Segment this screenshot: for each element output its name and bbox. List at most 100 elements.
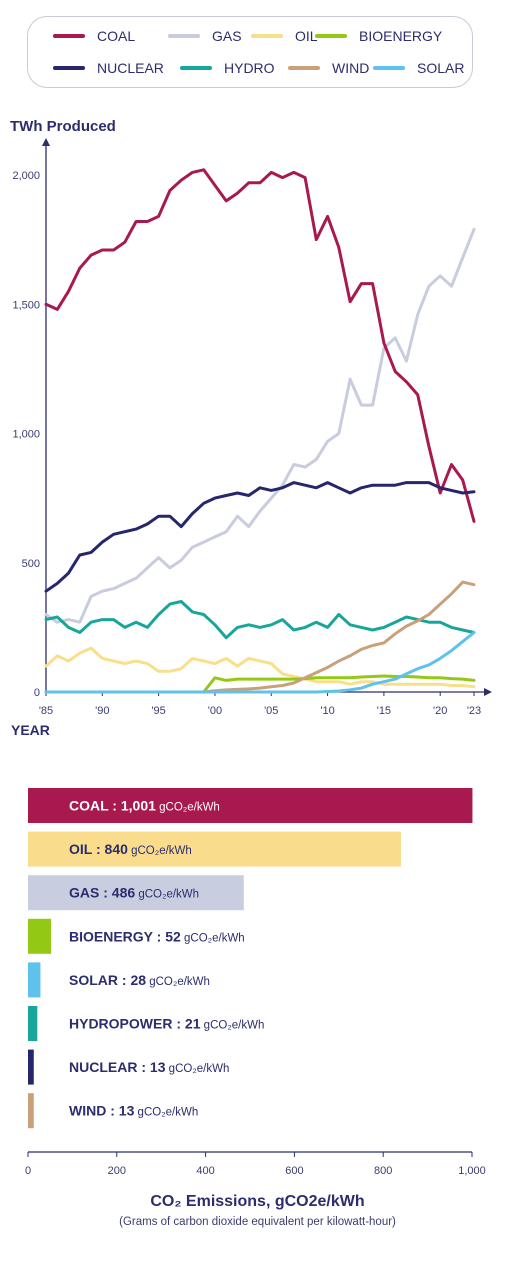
x-axis-title: YEAR — [11, 722, 50, 738]
series-line-solar — [44, 631, 476, 694]
bar-sep: : — [92, 841, 104, 857]
bar-label-bioenergy: BIOENERGY : 52 gCO₂e/kWh — [69, 928, 245, 944]
bar-value: 13 — [119, 1103, 135, 1119]
legend-label: SOLAR — [417, 60, 465, 76]
y-tick-label: 0 — [34, 687, 40, 699]
bar-unit: gCO₂e/kWh — [135, 889, 199, 901]
bar-x-tick-label: 200 — [108, 1165, 126, 1177]
x-tick-label: '90 — [95, 705, 109, 717]
legend-label: BIOENERGY — [359, 28, 443, 44]
bar-sep: : — [172, 1016, 184, 1032]
bar-x-tick-label: 400 — [196, 1165, 214, 1177]
x-tick-label: '85 — [39, 705, 53, 717]
legend-swatch — [373, 66, 405, 70]
bar-unit: gCO₂e/kWh — [156, 802, 220, 814]
series-line-nuclear — [44, 481, 476, 593]
x-tick-label: '20 — [433, 705, 447, 717]
bar-x-tick-label: 800 — [374, 1165, 392, 1177]
bar-label-solar: SOLAR : 28 gCO₂e/kWh — [69, 972, 210, 988]
bar-sep: : — [99, 885, 111, 901]
legend-swatch — [53, 34, 85, 38]
bar-oil — [28, 831, 401, 867]
bar-value: 52 — [165, 928, 181, 944]
bar-value: 21 — [185, 1016, 201, 1032]
legend-swatch — [251, 34, 283, 38]
legend-label: WIND — [332, 60, 370, 76]
bar-sep: : — [108, 798, 120, 814]
x-tick-label: '95 — [151, 705, 165, 717]
x-tick-label: '10 — [320, 705, 334, 717]
chart-legend: COAL GAS OIL BIOENERGY NUCLEAR HYDRO WIND SOLAR — [27, 16, 473, 88]
line-chart: 0 500 1,000 1,500 2,000 '85 '90 '95 '00 '05 '10 '15… — [12, 138, 492, 717]
legend-label: OIL — [295, 28, 318, 44]
bar-category: HYDROPOWER — [69, 1016, 172, 1032]
legend-swatch — [53, 66, 85, 70]
legend-item-bioenergy: BIOENERGY — [315, 28, 442, 44]
bar-value: 28 — [130, 972, 146, 988]
bar-sep: : — [137, 1059, 149, 1075]
legend-swatch — [168, 34, 200, 38]
x-tick-label: '00 — [208, 705, 222, 717]
bar-nuclear — [28, 1049, 34, 1085]
legend-item-gas: GAS — [168, 28, 242, 44]
bar-category: BIOENERGY — [69, 928, 154, 944]
bar-sep: : — [153, 928, 165, 944]
bar-x-tick-label: 0 — [25, 1165, 31, 1177]
series-line-gas — [44, 227, 476, 624]
legend-item-hydro: HYDRO — [180, 60, 275, 76]
bar-label-wind: WIND : 13 gCO₂e/kWh — [69, 1103, 198, 1119]
bar-label-gas: GAS : 486 gCO₂e/kWh — [69, 885, 199, 901]
bar-category: COAL — [69, 798, 109, 814]
y-tick-label: 1,000 — [12, 429, 40, 441]
bar-label-hydropower: HYDROPOWER : 21 gCO₂e/kWh — [69, 1016, 264, 1032]
series-line-oil — [44, 646, 476, 689]
bar-hydropower — [28, 1006, 38, 1041]
x-tick-label: '15 — [377, 705, 391, 717]
x-tick-label: '05 — [264, 705, 278, 717]
y-axis-arrow — [42, 138, 50, 146]
legend-item-nuclear: NUCLEAR — [53, 60, 164, 76]
y-tick-label: 2,000 — [12, 170, 40, 182]
bar-sep: : — [106, 1103, 118, 1119]
legend-swatch — [288, 66, 320, 70]
bar-label-coal: COAL : 1,001 gCO₂e/kWh — [69, 798, 220, 814]
bar-gas — [28, 875, 244, 911]
y-tick-label: 1,500 — [12, 299, 40, 311]
bar-label-nuclear: NUCLEAR : 13 gCO₂e/kWh — [69, 1059, 229, 1075]
bar-unit: gCO₂e/kWh — [181, 932, 245, 944]
bar-category: OIL — [69, 841, 93, 857]
bar-unit: gCO₂e/kWh — [200, 1020, 264, 1032]
bar-wind — [28, 1093, 34, 1129]
bar-value: 840 — [105, 841, 129, 857]
legend-item-wind: WIND — [288, 60, 369, 76]
bar-category: SOLAR — [69, 972, 118, 988]
bar-category: GAS — [69, 885, 99, 901]
legend-label: GAS — [212, 28, 242, 44]
legend-label: COAL — [97, 28, 136, 44]
bar-chart-x-title: CO₂ Emissions, gCO2e/kWh — [150, 1193, 365, 1210]
bar-unit: gCO₂e/kWh — [128, 845, 192, 857]
bar-value: 1,001 — [121, 798, 156, 814]
bar-value: 486 — [112, 885, 136, 901]
bar-value: 13 — [150, 1059, 166, 1075]
legend-label: HYDRO — [224, 60, 275, 76]
series-line-coal — [44, 168, 476, 523]
legend-swatch — [315, 34, 347, 38]
bar-chart-x-subtitle: (Grams of carbon dioxide equivalent per … — [119, 1216, 396, 1228]
legend-swatch — [180, 66, 212, 70]
y-axis-title: TWh Produced — [10, 118, 116, 135]
legend-label: NUCLEAR — [97, 60, 164, 76]
bar-solar — [28, 962, 41, 998]
legend-item-coal: COAL — [53, 28, 135, 44]
bar-x-tick-label: 600 — [285, 1165, 303, 1177]
bar-unit: gCO₂e/kWh — [134, 1107, 198, 1119]
bar-coal — [28, 788, 473, 823]
bar-category: WIND — [69, 1103, 106, 1119]
legend-item-oil: OIL — [251, 28, 318, 44]
x-tick-label: '23 — [467, 705, 481, 717]
x-axis-arrow — [484, 688, 492, 696]
bar-x-tick-label: 1,000 — [458, 1165, 486, 1177]
y-tick-label: 500 — [22, 558, 40, 570]
bar-bioenergy — [28, 918, 52, 954]
